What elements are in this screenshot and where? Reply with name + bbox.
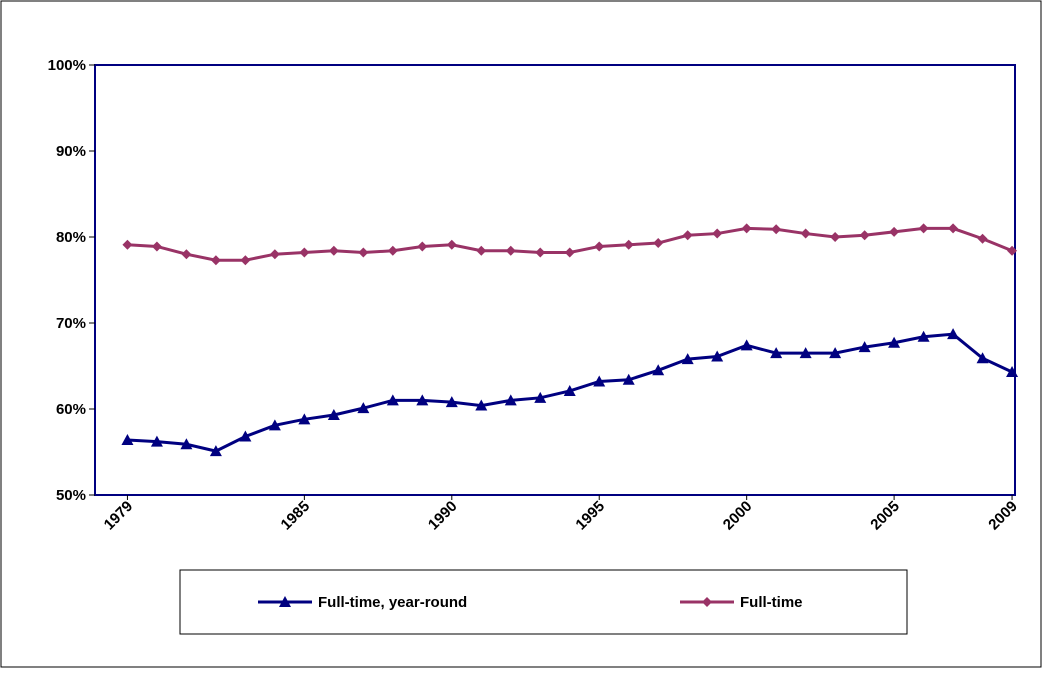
point-marker	[830, 232, 841, 242]
point-marker	[799, 347, 812, 359]
point-marker	[918, 223, 929, 234]
point-marker	[416, 394, 429, 406]
point-marker	[150, 435, 163, 447]
point-marker	[299, 247, 310, 258]
point-marker	[976, 352, 989, 364]
point-marker	[475, 399, 488, 411]
point-marker	[563, 384, 576, 396]
point-marker	[947, 328, 960, 340]
point-marker	[357, 402, 370, 414]
point-marker	[859, 230, 870, 241]
point-marker	[181, 249, 192, 260]
y-tick-label: 50%	[56, 487, 86, 504]
point-marker	[476, 245, 487, 256]
point-marker	[151, 241, 162, 252]
point-marker	[386, 394, 399, 406]
point-marker	[653, 238, 664, 249]
point-marker	[712, 228, 723, 239]
point-marker	[741, 223, 752, 234]
legend-label: Full-time	[740, 594, 803, 611]
point-marker	[445, 396, 458, 408]
point-marker	[829, 347, 842, 359]
point-marker	[121, 433, 134, 445]
point-marker	[209, 445, 222, 457]
point-marker	[535, 247, 546, 258]
point-marker	[210, 255, 221, 266]
y-tick-label: 90%	[56, 143, 86, 160]
legend-marker	[702, 597, 712, 607]
point-marker	[122, 239, 133, 250]
point-marker	[740, 339, 753, 351]
point-marker	[888, 336, 901, 348]
point-marker	[800, 228, 811, 239]
point-marker	[564, 247, 575, 258]
point-marker	[180, 438, 193, 450]
point-marker	[417, 241, 428, 252]
point-marker	[622, 373, 635, 385]
point-marker	[593, 375, 606, 387]
point-marker	[358, 247, 369, 258]
point-marker	[681, 353, 694, 365]
point-marker	[328, 245, 339, 256]
point-marker	[623, 239, 634, 250]
legend-marker	[279, 596, 291, 607]
point-marker	[505, 245, 516, 256]
y-tick-label: 80%	[56, 229, 86, 246]
point-marker	[446, 239, 457, 250]
point-marker	[948, 223, 959, 234]
point-marker	[917, 330, 930, 342]
point-marker	[771, 224, 782, 235]
y-tick-label: 100%	[48, 57, 86, 74]
point-marker	[298, 413, 311, 425]
point-marker	[240, 255, 251, 266]
point-marker	[594, 241, 605, 252]
point-marker	[652, 364, 665, 376]
point-marker	[269, 249, 280, 260]
point-marker	[889, 226, 900, 237]
y-tick-label: 60%	[56, 401, 86, 418]
point-marker	[387, 245, 398, 256]
point-marker	[711, 350, 724, 362]
point-marker	[858, 341, 871, 353]
legend-label: Full-time, year-round	[318, 594, 467, 611]
plot-area	[94, 64, 1016, 496]
point-marker	[977, 233, 988, 244]
point-marker	[682, 230, 693, 241]
point-marker	[268, 419, 281, 431]
point-marker	[1006, 366, 1019, 378]
point-marker	[534, 391, 547, 403]
point-marker	[1007, 245, 1018, 256]
y-tick-label: 70%	[56, 315, 86, 332]
point-marker	[504, 394, 517, 406]
point-marker	[770, 347, 783, 359]
point-marker	[239, 430, 252, 442]
point-marker	[327, 409, 340, 421]
